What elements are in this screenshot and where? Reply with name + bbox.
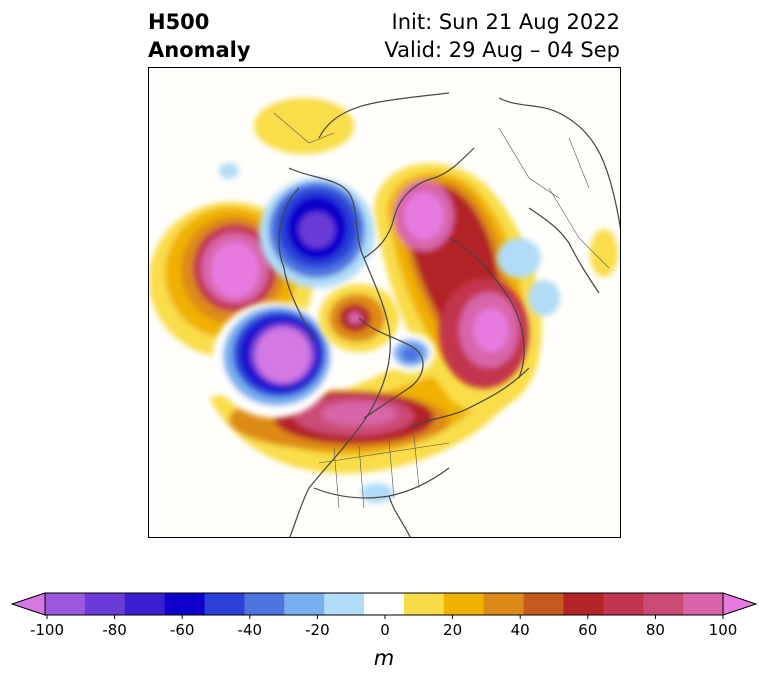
- colorbar-segment: [523, 593, 564, 615]
- anomaly-minor-features: [219, 163, 618, 503]
- colorbar-tick-label: 40: [511, 621, 530, 639]
- forecast-times: Init: Sun 21 Aug 2022 Valid: 29 Aug – 04…: [384, 8, 620, 64]
- colorbar-segment: [244, 593, 285, 615]
- coastlines: [278, 92, 620, 537]
- colorbar-unit-label: m: [373, 646, 395, 670]
- colorbar-tick-label: -60: [170, 621, 195, 639]
- colorbar-segment: [403, 593, 445, 615]
- colorbar-segment: [683, 593, 724, 615]
- colorbar-segment: [124, 593, 166, 615]
- anomaly-positive-chukchi: [254, 98, 354, 154]
- valid-period: Valid: 29 Aug – 04 Sep: [384, 38, 620, 62]
- colorbar-tick-label: 100: [709, 621, 738, 639]
- anomaly-weak-trough-hudson-bay: [387, 333, 435, 373]
- colorbar-tick-label: -20: [305, 621, 330, 639]
- init-time: Init: Sun 21 Aug 2022: [391, 10, 620, 34]
- anomaly-ridge-scandinavia-europe: [439, 278, 529, 388]
- colorbar-ticks: -100 -80 -60 -40 -20 0 20 40 60 80 100: [30, 615, 737, 639]
- colorbar-tick-label: -40: [238, 621, 263, 639]
- colorbar-segment: [204, 593, 245, 615]
- anomaly-map: [148, 67, 621, 538]
- colorbar-tick-label: 20: [443, 621, 462, 639]
- colorbar: -100 -80 -60 -40 -20 0 20 40 60 80 100: [10, 592, 758, 639]
- colorbar-tick-label: -80: [102, 621, 127, 639]
- colorbar-segment: [443, 593, 485, 615]
- colorbar-tick-label: -100: [30, 621, 64, 639]
- colorbar-segment: [84, 593, 126, 615]
- colorbar-segment: [364, 593, 405, 615]
- title-line-1: H500: [148, 10, 210, 34]
- colorbar-segment: [284, 593, 325, 615]
- colorbar-tick-label: 0: [380, 621, 390, 639]
- anomaly-trough-gulf-of-alaska: [212, 302, 336, 418]
- colorbar-segment: [643, 593, 684, 615]
- title-line-2: Anomaly: [148, 38, 251, 62]
- political-borders: [273, 112, 610, 509]
- map-canvas: [149, 68, 620, 537]
- colorbar-segment: [45, 593, 86, 615]
- colorbar-tick-label: 80: [646, 621, 665, 639]
- colorbar-frame: [44, 592, 724, 616]
- colorbar-extend-max: [722, 592, 758, 616]
- colorbar-extend-min: [10, 592, 46, 616]
- colorbar-segment: [563, 593, 604, 615]
- colorbar-tick-label: 60: [578, 621, 597, 639]
- colorbar-segment: [324, 593, 365, 615]
- colorbar-segments: [10, 592, 758, 616]
- colorbar-segment: [483, 593, 525, 615]
- anomaly-trough-east-siberia: [259, 178, 375, 288]
- colorbar-segment: [164, 593, 206, 615]
- plot-title: H500 Anomaly: [148, 8, 251, 64]
- colorbar-segment: [603, 593, 644, 615]
